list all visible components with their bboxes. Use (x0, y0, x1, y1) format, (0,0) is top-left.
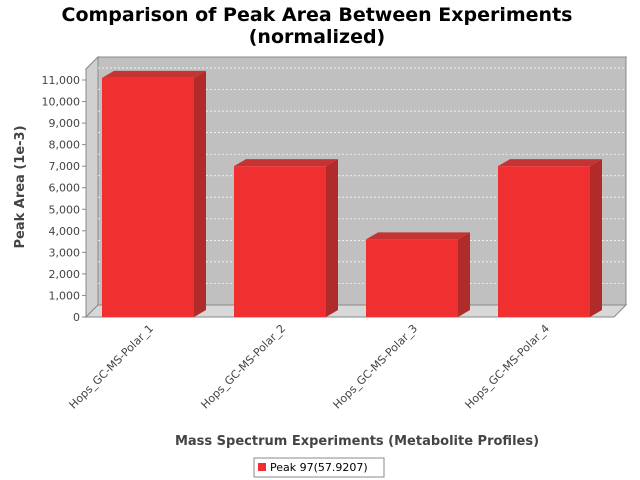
y-tick-label: 6,000 (49, 182, 81, 195)
legend-box (253, 457, 385, 478)
bars (102, 70, 602, 317)
x-tick-label: Hops_GC-MS-Polar_2 (199, 322, 289, 412)
bar (366, 232, 470, 317)
bar-front (234, 166, 326, 317)
bar-front (498, 166, 590, 317)
bar-top (498, 159, 602, 167)
y-tick-label: 2,000 (49, 268, 81, 281)
x-axis: Hops_GC-MS-Polar_1 Hops_GC-MS-Polar_2 Hops… (67, 322, 553, 412)
x-tick-label: Hops_GC-MS-Polar_4 (463, 322, 553, 412)
y-tick-label: 8,000 (49, 139, 81, 152)
y-tick-label: 5,000 (49, 203, 81, 216)
legend-swatch (258, 463, 266, 471)
plot-left-wall (85, 55, 99, 319)
bar (498, 159, 602, 317)
bar-top (366, 232, 470, 240)
bar-side (194, 70, 206, 317)
legend-entry: Peak 97(57.9207) (270, 461, 368, 474)
x-tick-label: Hops_GC-MS-Polar_3 (331, 322, 421, 412)
y-tick-label: 1,000 (49, 289, 81, 302)
legend: Peak 97(57.9207) (253, 457, 385, 478)
y-tick-label: 10,000 (42, 96, 81, 109)
bar-side (458, 232, 470, 317)
y-axis-label: Peak Area (1e-3) (13, 125, 28, 248)
bar (234, 159, 338, 317)
bar (102, 70, 206, 317)
y-tick-label: 4,000 (49, 225, 81, 238)
y-tick-label: 7,000 (49, 160, 81, 173)
y-tick-label: 0 (73, 311, 80, 324)
bar-side (326, 159, 338, 317)
bar-top (234, 159, 338, 167)
bar-side (590, 159, 602, 317)
bar-front (102, 77, 194, 317)
bar-front (366, 239, 458, 317)
chart-title: Comparison of Peak Area Between Experime… (62, 4, 573, 26)
x-tick-label: Hops_GC-MS-Polar_1 (67, 322, 157, 412)
y-axis: 0 1,000 2,000 3,000 4,000 5,000 6,000 7,000 8,00… (42, 69, 87, 324)
y-tick-label: 3,000 (49, 246, 81, 259)
bar-top (102, 70, 206, 78)
x-axis-label: Mass Spectrum Experiments (Metabolite Pr… (175, 434, 539, 449)
chart-subtitle: (normalized) (249, 26, 386, 48)
y-tick-label: 9,000 (49, 117, 81, 130)
y-tick-label: 11,000 (42, 74, 81, 87)
